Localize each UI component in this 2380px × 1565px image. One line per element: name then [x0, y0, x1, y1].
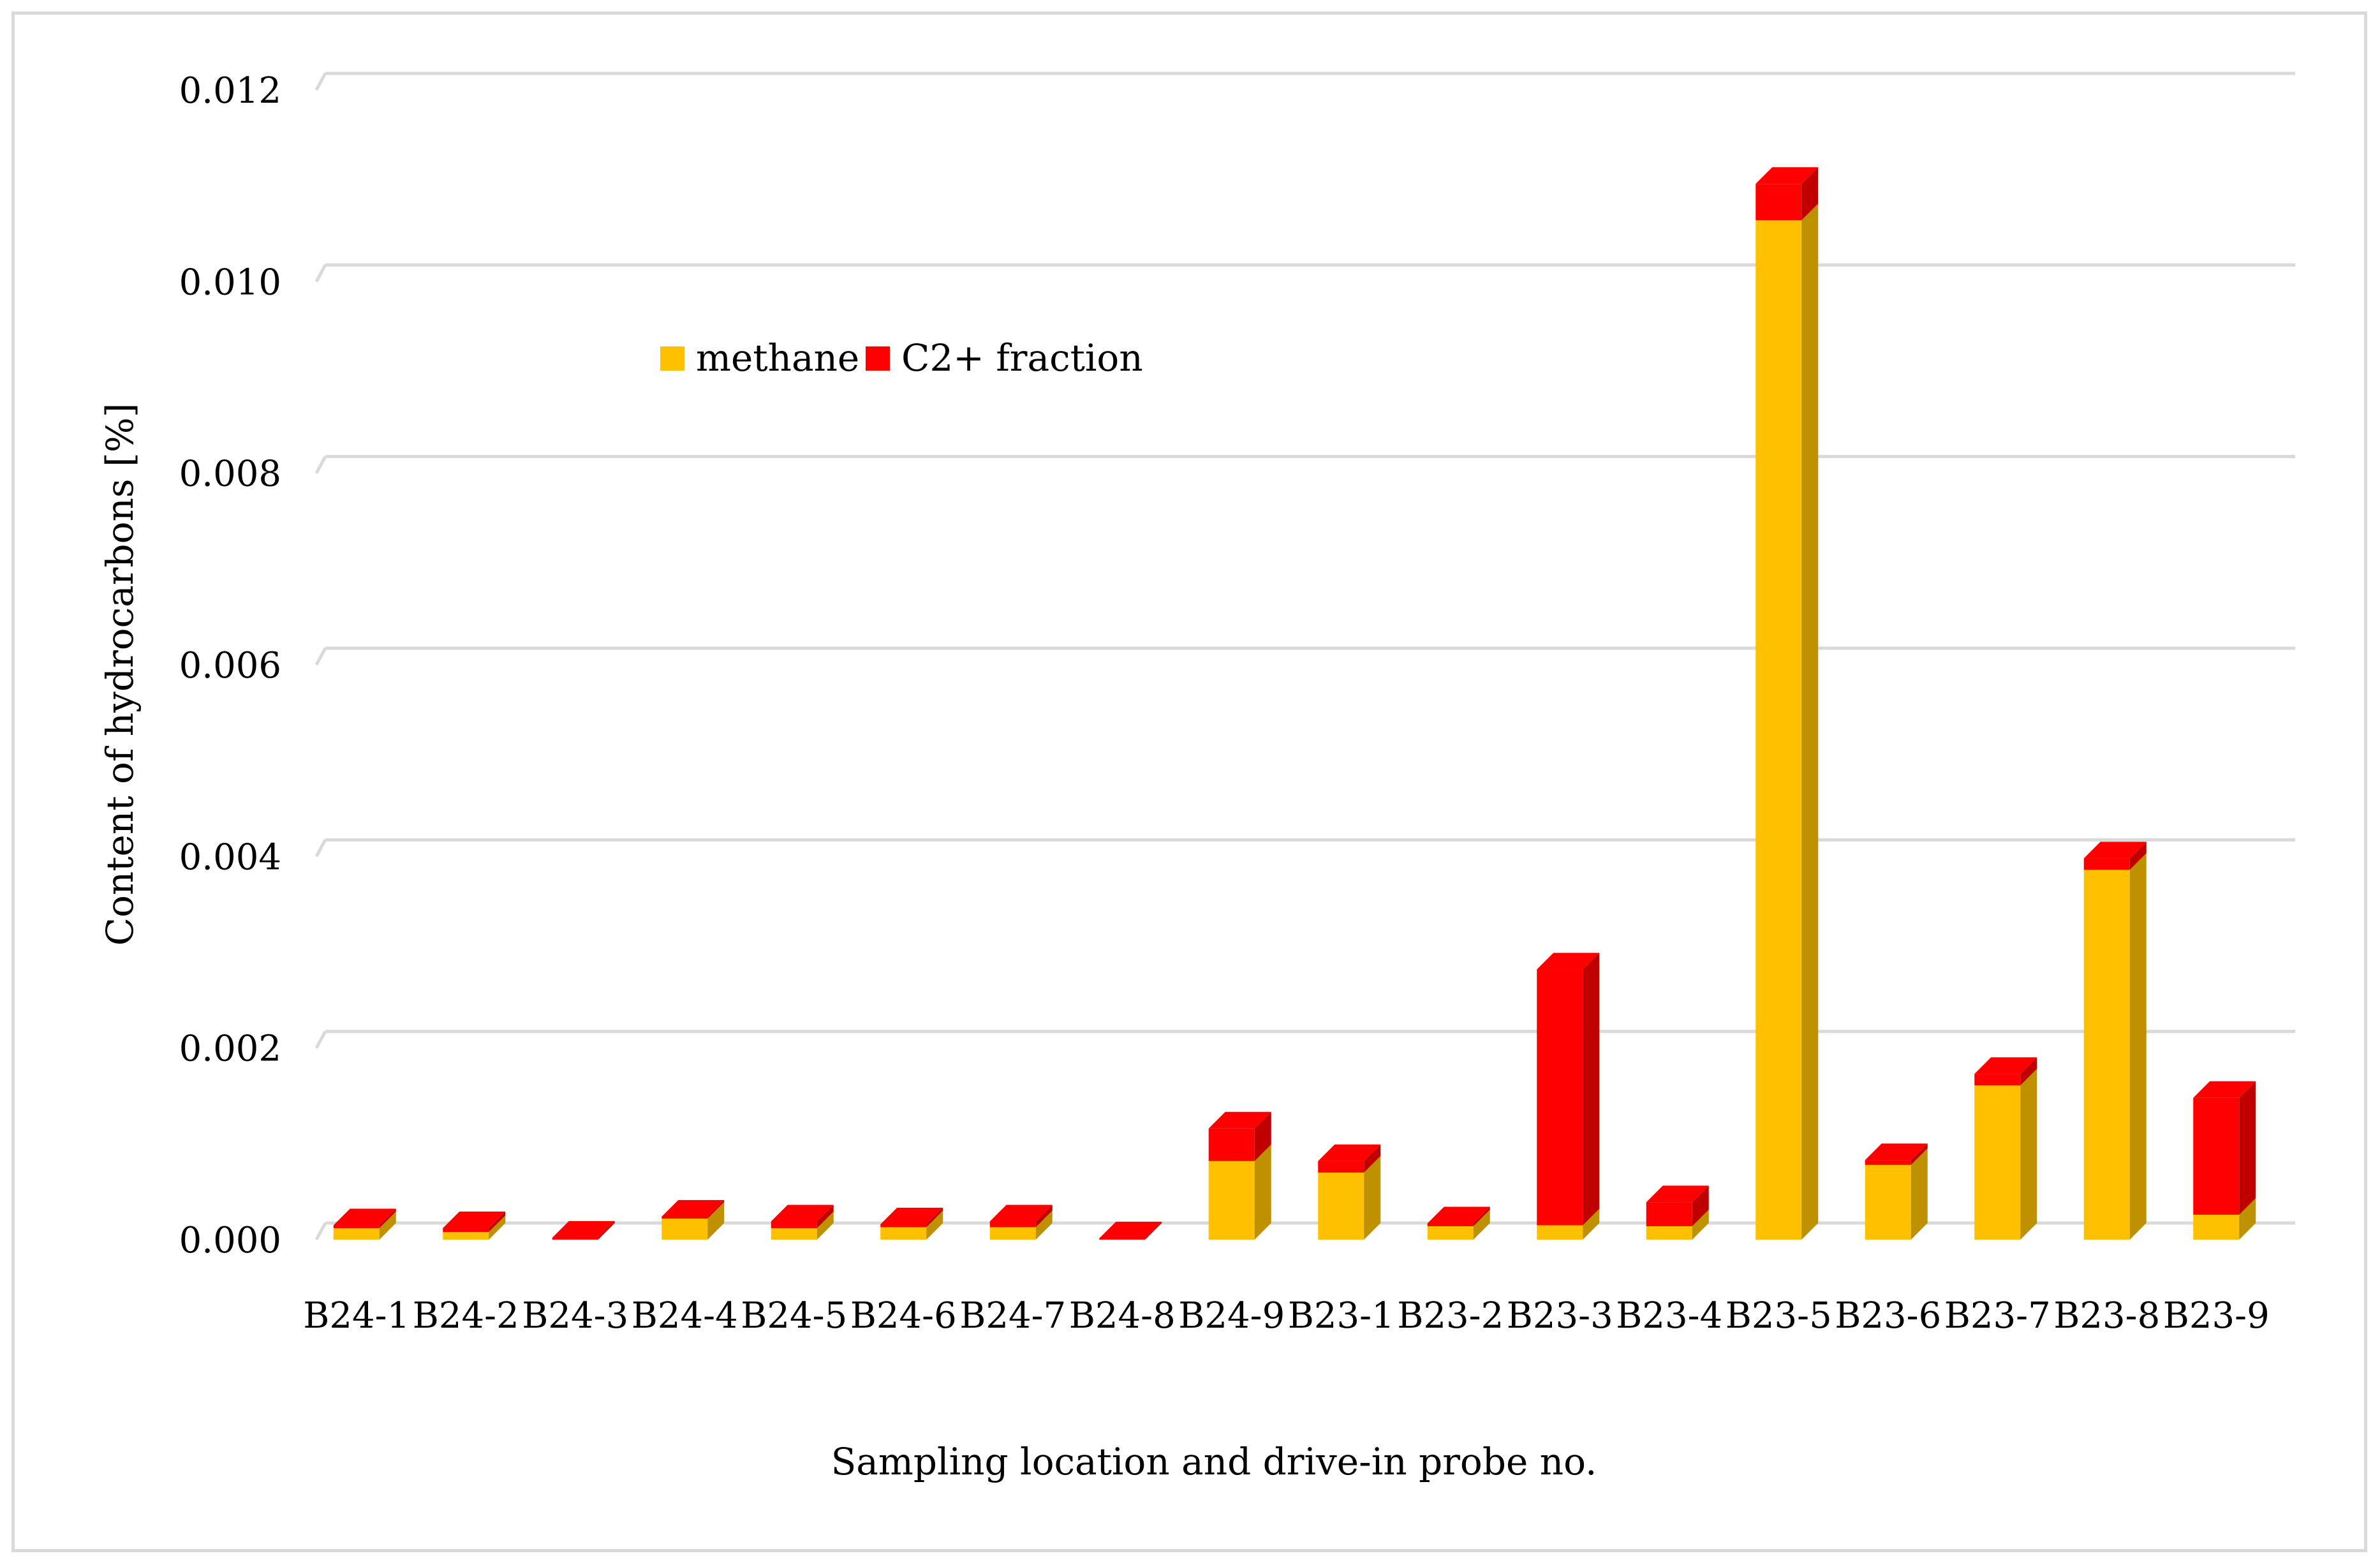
- bar-B24-5-methane: [771, 1211, 834, 1240]
- x-tick-label: B23-9: [2163, 1295, 2270, 1337]
- bar-B23-7-c2-fraction: [1974, 1057, 2037, 1086]
- y-tick-label: 0.002: [179, 1028, 281, 1070]
- bar-B23-2-methane: [1427, 1209, 1490, 1240]
- bar-B23-6-c2-fraction: [1865, 1143, 1928, 1165]
- x-tick-label: B24-1: [303, 1295, 410, 1337]
- bar-B24-1-c2-fraction: [333, 1208, 396, 1228]
- y-axis-ticks: 0.000 0.002 0.004 0.006 0.008 0.010 0.012: [179, 70, 281, 1261]
- bar-B24-5-c2-fraction: [771, 1205, 834, 1228]
- y-tick-label: 0.008: [179, 454, 281, 495]
- bar-B23-4-methane: [1646, 1209, 1709, 1240]
- x-tick-label: B24-7: [959, 1295, 1066, 1337]
- gridline-depth-1: [314, 1030, 327, 1049]
- x-tick-label: B24-5: [741, 1295, 847, 1337]
- x-tick-label: B23-5: [1726, 1295, 1832, 1337]
- x-tick-label: B24-6: [850, 1295, 957, 1337]
- x-tick-label: B23-2: [1397, 1295, 1504, 1337]
- bar-B23-8-methane: [2083, 853, 2147, 1240]
- bar-B23-1-c2-fraction: [1318, 1144, 1381, 1173]
- bar-B23-3-c2-fraction: [1537, 953, 1600, 1226]
- bar-B24-9-c2-fraction: [1208, 1111, 1271, 1161]
- bar-B24-3-c2-fraction: [552, 1220, 615, 1240]
- bar-B24-2-methane: [443, 1215, 506, 1240]
- bar-B24-4-methane: [662, 1201, 725, 1240]
- gridlines: [314, 71, 2295, 1241]
- bar-B24-2-c2-fraction: [443, 1211, 506, 1232]
- bars: [333, 167, 2256, 1240]
- bar-B23-1-methane: [1318, 1155, 1381, 1240]
- y-tick-label: 0.000: [179, 1220, 281, 1261]
- bar-B24-7-c2-fraction: [989, 1205, 1053, 1228]
- gridline-depth-4: [314, 456, 327, 474]
- legend-swatch-c2-fraction: [866, 346, 890, 371]
- bar-B24-6-methane: [880, 1210, 943, 1240]
- bar-B23-9-c2-fraction: [2193, 1081, 2256, 1215]
- legend: methane C2+ fraction: [660, 336, 1143, 380]
- x-axis-title: Sampling location and drive-in probe no.: [831, 1440, 1597, 1483]
- y-tick-label: 0.006: [179, 645, 281, 686]
- bar-B24-7-methane: [989, 1210, 1053, 1240]
- y-tick-label: 0.010: [179, 262, 281, 303]
- legend-swatch-methane: [660, 346, 684, 371]
- x-tick-label: B24-4: [632, 1295, 738, 1337]
- bar-B24-4-c2-fraction: [662, 1199, 725, 1219]
- bar-B23-8-c2-fraction: [2083, 842, 2147, 870]
- x-tick-label: B23-1: [1288, 1295, 1394, 1337]
- legend-label-c2-fraction: C2+ fraction: [901, 336, 1143, 380]
- bar-B24-1-methane: [333, 1211, 396, 1240]
- x-tick-label: B24-9: [1178, 1295, 1285, 1337]
- x-tick-label: B23-6: [1835, 1295, 1941, 1337]
- bar-B23-7-methane: [1974, 1069, 2037, 1240]
- chart-frame: 0.000 0.002 0.004 0.006 0.008 0.010 0.012 B24-…: [11, 11, 2367, 1552]
- bar-B23-4-c2-fraction: [1646, 1185, 1709, 1226]
- x-tick-label: B23-7: [1944, 1295, 2051, 1337]
- bar-B23-3-methane: [1537, 1208, 1600, 1240]
- gridline-depth-0: [314, 1222, 327, 1241]
- y-axis-title: Content of hydrocarbons [%]: [98, 403, 142, 946]
- x-tick-label: B23-4: [1616, 1295, 1722, 1337]
- legend-label-methane: methane: [696, 336, 859, 380]
- bar-B24-9-methane: [1208, 1144, 1271, 1240]
- gridline-depth-2: [314, 839, 327, 857]
- bar-B23-6-methane: [1865, 1148, 1928, 1240]
- x-axis-ticks: B24-1 B24-2 B24-3 B24-4 B24-5 B24-6 B24-7 B24-8…: [303, 1295, 2269, 1337]
- x-tick-label: B24-3: [522, 1295, 628, 1337]
- x-tick-label: B23-3: [1507, 1295, 1613, 1337]
- gridline-depth-5: [314, 264, 327, 283]
- bar-B23-2-c2-fraction: [1427, 1206, 1490, 1226]
- bar-B23-5-c2-fraction: [1755, 167, 1819, 221]
- y-tick-label: 0.004: [179, 836, 281, 878]
- bar-B24-8-c2-fraction: [1099, 1222, 1162, 1240]
- gridline-depth-6: [314, 72, 327, 91]
- y-tick-label: 0.012: [179, 70, 281, 112]
- bar-B24-6-c2-fraction: [880, 1207, 943, 1228]
- bar-B23-5-methane: [1755, 204, 1819, 1240]
- x-tick-label: B23-8: [2053, 1295, 2160, 1337]
- bar-B23-9-methane: [2193, 1198, 2256, 1240]
- x-tick-label: B24-8: [1069, 1295, 1176, 1337]
- x-tick-label: B24-2: [413, 1295, 519, 1337]
- gridline-depth-3: [314, 647, 327, 666]
- bar-chart: 0.000 0.002 0.004 0.006 0.008 0.010 0.012 B24-…: [98, 70, 2295, 1483]
